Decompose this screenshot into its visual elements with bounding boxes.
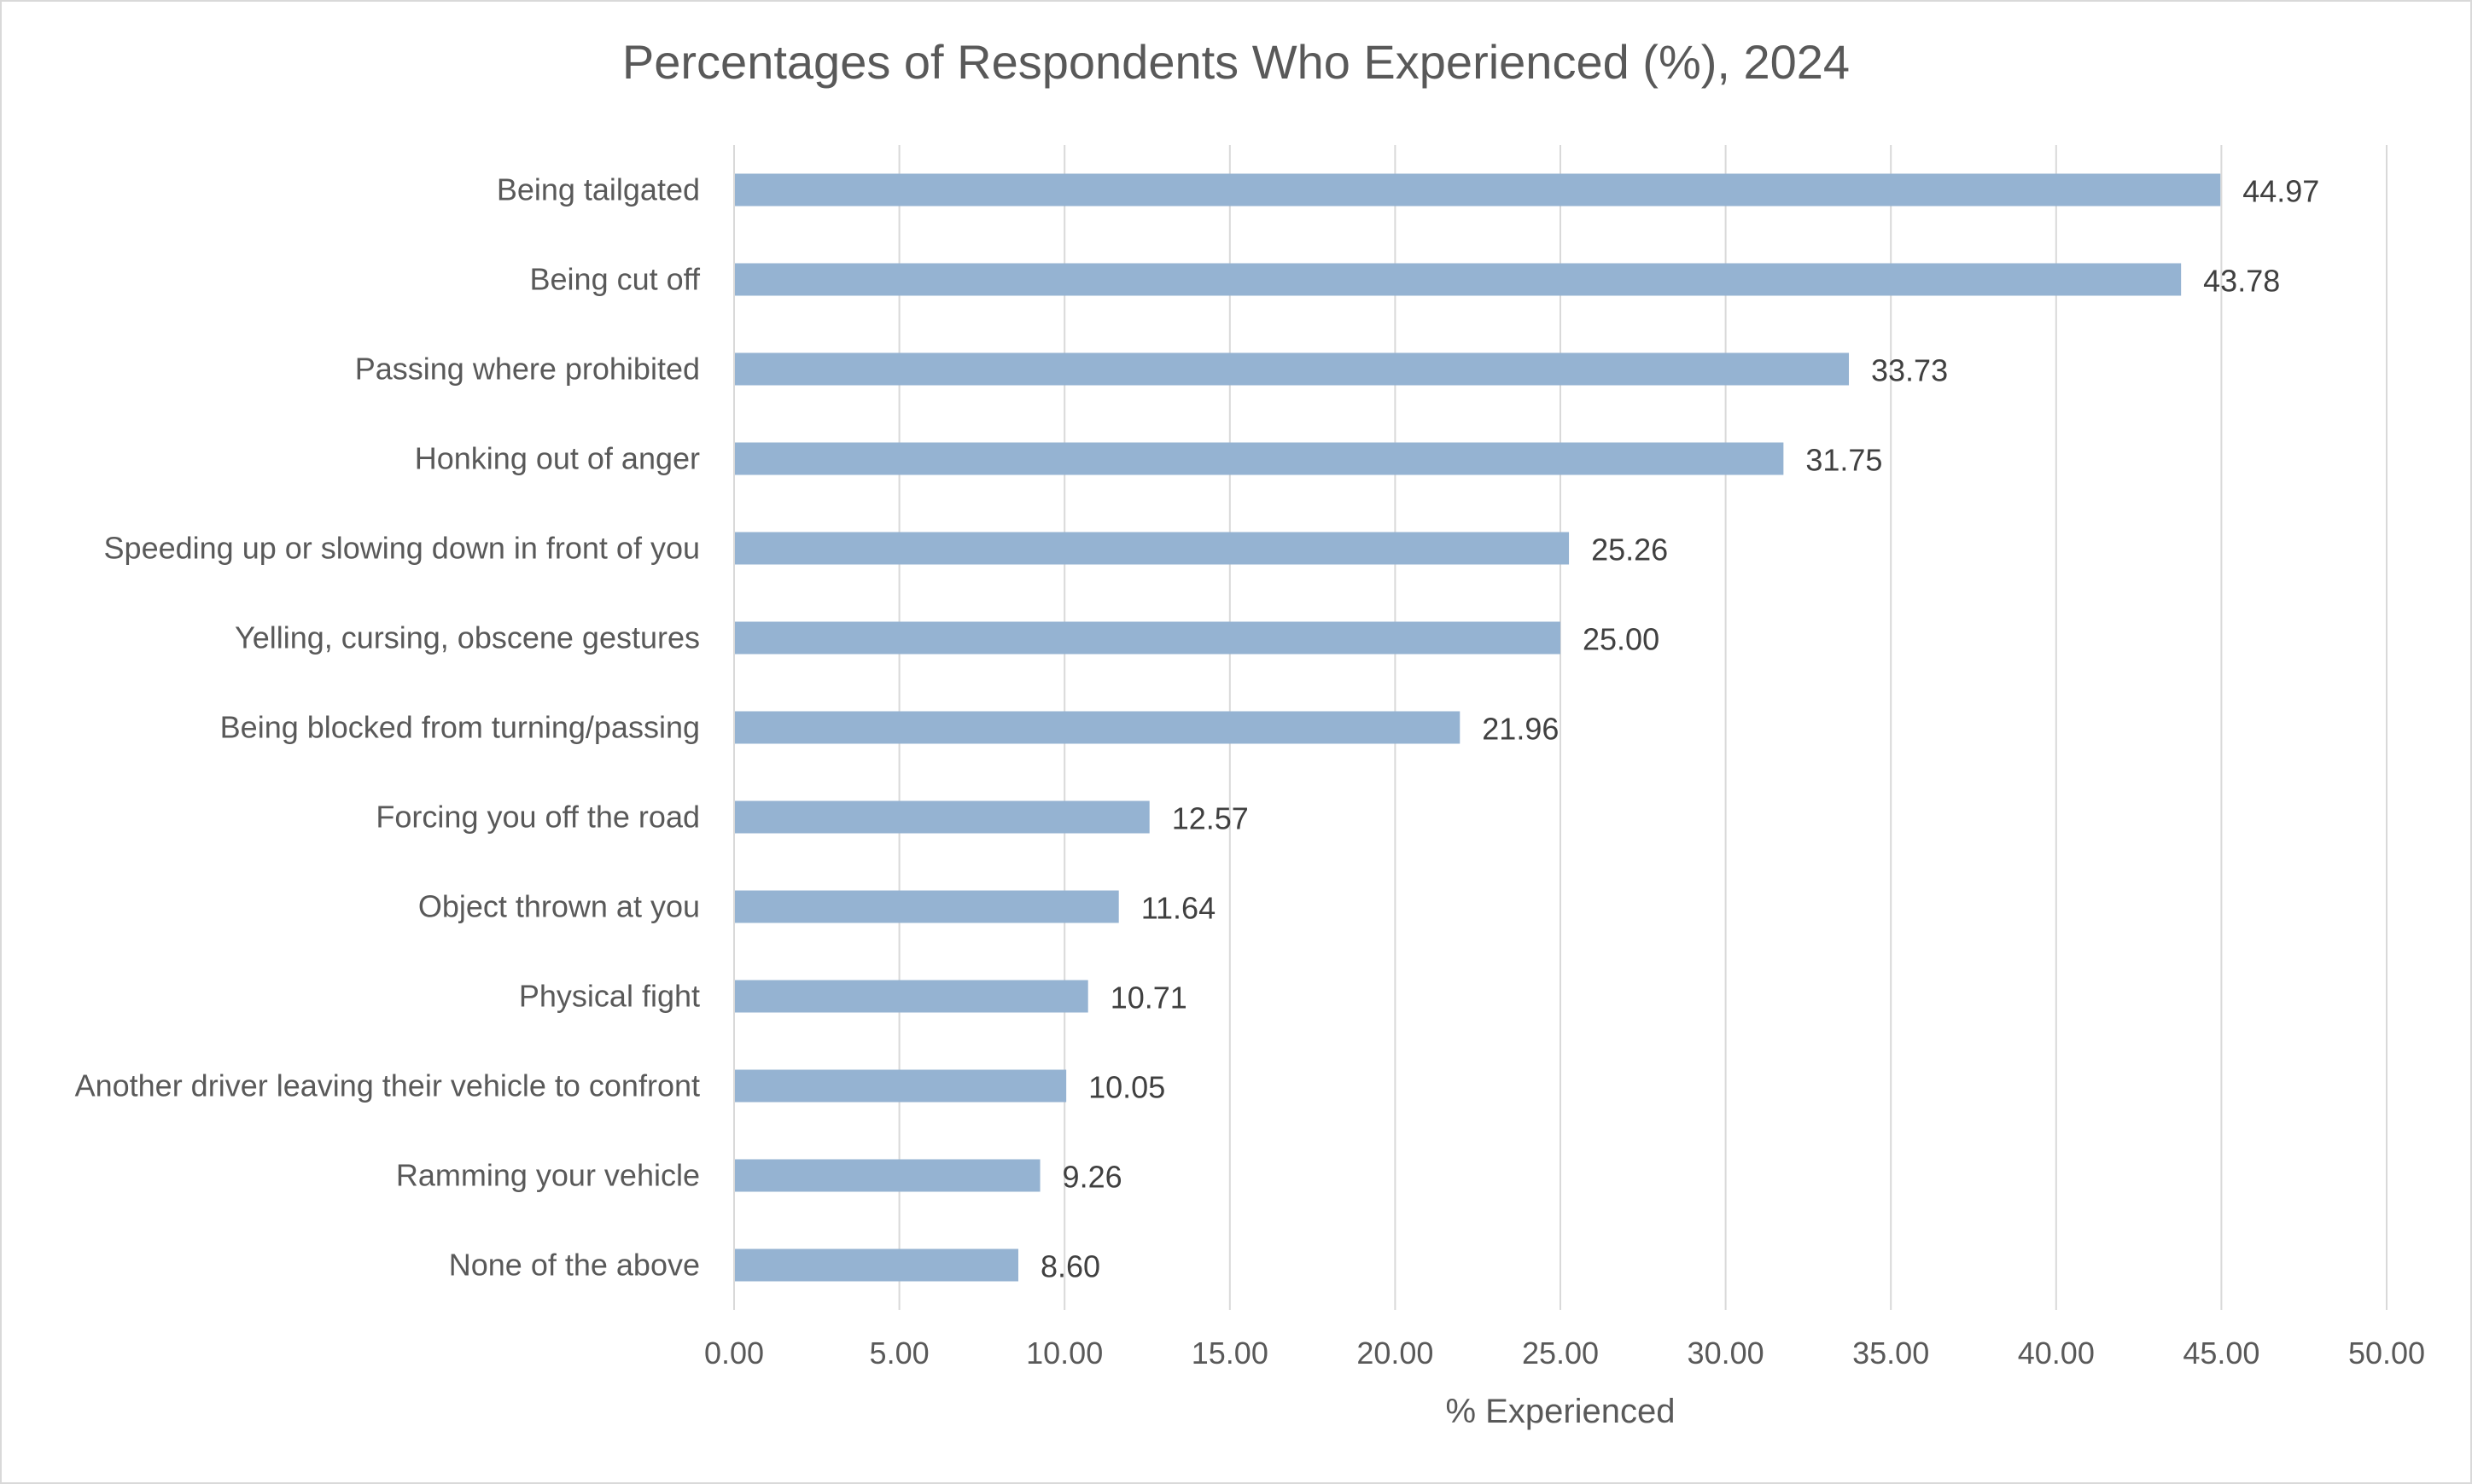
data-labels: 44.97 43.78 33.73 31.75 25.26 25.00 21.96 12.57… — [1041, 174, 2319, 1284]
category-label: Speeding up or slowing down in front of … — [104, 531, 700, 566]
bar — [735, 1159, 1041, 1192]
category-label: Being cut off — [530, 262, 701, 297]
bar — [735, 1248, 1018, 1282]
data-label: 25.00 — [1583, 622, 1659, 657]
category-labels: Being tailgated Being cut off Passing wher… — [75, 172, 701, 1283]
category-label: Being blocked from turning/passing — [220, 710, 700, 745]
bar — [735, 890, 1119, 923]
category-label: Honking out of anger — [415, 441, 700, 476]
category-label: Ramming your vehicle — [396, 1158, 700, 1193]
x-tick-labels: 0.00 5.00 10.00 15.00 20.00 25.00 30.00 35.00 40… — [704, 1336, 2425, 1371]
data-label: 8.60 — [1041, 1249, 1100, 1284]
x-tick-label: 35.00 — [1852, 1336, 1929, 1371]
x-tick-label: 10.00 — [1026, 1336, 1103, 1371]
category-label: Another driver leaving their vehicle to … — [75, 1068, 700, 1103]
bar — [735, 532, 1570, 565]
data-label: 10.71 — [1111, 981, 1187, 1016]
data-label: 9.26 — [1063, 1160, 1122, 1195]
category-label: None of the above — [449, 1248, 700, 1283]
bar — [735, 1069, 1067, 1103]
chart-title: Percentages of Respondents Who Experienc… — [621, 35, 1851, 89]
x-tick-label: 45.00 — [2183, 1336, 2259, 1371]
bar — [735, 352, 1850, 386]
x-tick-label: 0.00 — [704, 1336, 764, 1371]
x-tick-label: 50.00 — [2348, 1336, 2425, 1371]
data-label: 10.05 — [1088, 1070, 1165, 1105]
x-tick-label: 25.00 — [1522, 1336, 1599, 1371]
data-label: 43.78 — [2203, 264, 2280, 299]
x-tick-label: 30.00 — [1688, 1336, 1764, 1371]
bar — [735, 442, 1784, 475]
x-tick-label: 15.00 — [1192, 1336, 1268, 1371]
category-label: Passing where prohibited — [355, 352, 700, 387]
x-tick-label: 20.00 — [1356, 1336, 1433, 1371]
data-label: 31.75 — [1805, 443, 1882, 478]
gridlines — [733, 145, 2387, 1310]
category-label: Physical fight — [519, 979, 700, 1014]
data-label: 12.57 — [1172, 801, 1249, 836]
x-tick-label: 5.00 — [870, 1336, 930, 1371]
data-label: 33.73 — [1871, 353, 1948, 388]
bar — [735, 711, 1460, 744]
category-label: Object thrown at you — [418, 889, 700, 924]
x-tick-label: 40.00 — [2018, 1336, 2095, 1371]
data-label: 21.96 — [1482, 712, 1559, 747]
bar — [735, 800, 1150, 834]
data-label: 44.97 — [2242, 174, 2319, 209]
data-label: 11.64 — [1141, 891, 1216, 926]
bar — [735, 980, 1088, 1013]
x-axis-title: % Experienced — [1445, 1393, 1675, 1430]
bars — [735, 173, 2221, 1282]
data-label: 25.26 — [1591, 532, 1668, 567]
category-label: Yelling, cursing, obscene gestures — [235, 620, 700, 655]
category-label: Being tailgated — [497, 172, 700, 207]
bar — [735, 173, 2221, 207]
bar — [735, 621, 1560, 655]
category-label: Forcing you off the road — [376, 800, 700, 835]
bar — [735, 263, 2182, 296]
